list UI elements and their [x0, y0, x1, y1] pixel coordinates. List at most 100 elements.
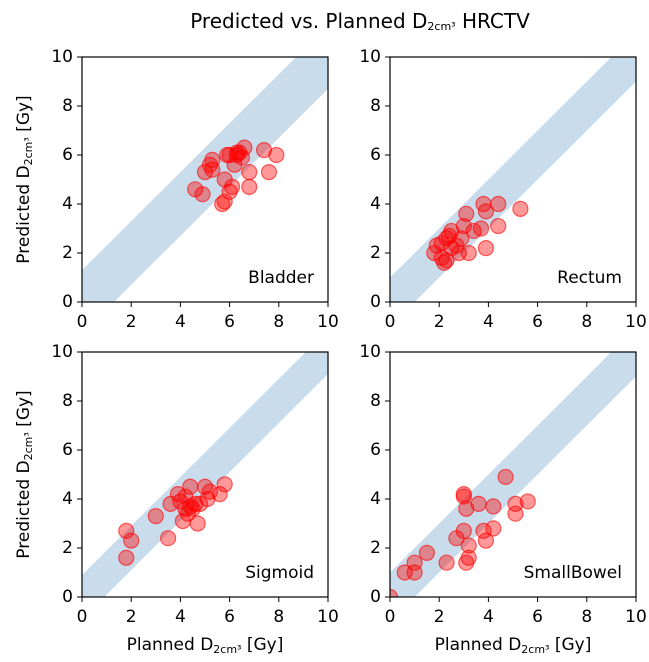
- x-tick-label: 2: [434, 607, 445, 627]
- point: [485, 520, 502, 537]
- x-tick-label: 4: [483, 312, 494, 332]
- point: [436, 254, 453, 271]
- point: [519, 493, 536, 510]
- y-tick-label: 0: [370, 292, 381, 312]
- y-tick-label: 0: [370, 587, 381, 607]
- y-tick-label: 6: [370, 440, 381, 460]
- y-tick-label: 8: [62, 391, 73, 411]
- y-tick-label: 10: [51, 47, 73, 67]
- point: [455, 522, 472, 539]
- y-tick-label: 10: [359, 47, 381, 67]
- y-axis-label-part: Predicted D: [14, 165, 34, 263]
- point: [118, 522, 135, 539]
- point: [490, 195, 507, 213]
- point: [160, 530, 177, 547]
- y-tick-label: 10: [51, 342, 73, 362]
- point: [233, 149, 250, 166]
- x-tick-label: 6: [532, 312, 543, 332]
- point: [260, 164, 278, 181]
- x-tick-label: 0: [385, 607, 396, 627]
- point: [477, 240, 495, 257]
- y-tick-label: 8: [370, 391, 381, 411]
- figure-title-part: 2cm³: [427, 20, 455, 33]
- point: [455, 488, 472, 505]
- x-tick-label: 0: [77, 607, 88, 627]
- point: [455, 217, 472, 235]
- x-axis-label-part: [Gy]: [241, 635, 283, 655]
- point: [390, 588, 399, 597]
- point: [182, 478, 199, 495]
- point: [214, 195, 231, 213]
- point: [118, 549, 135, 566]
- point: [204, 161, 221, 178]
- x-axis-label-part: Planned D: [435, 635, 522, 655]
- panel-label: Sigmoid: [245, 563, 314, 583]
- y-axis-label: Predicted D2cm³ [Gy]: [14, 390, 35, 558]
- point: [458, 500, 475, 517]
- panel-label: SmallBowel: [524, 563, 622, 583]
- point: [201, 483, 219, 500]
- x-tick-label: 4: [483, 607, 494, 627]
- point: [216, 193, 233, 210]
- x-tick-label: 8: [581, 607, 592, 627]
- point: [216, 476, 233, 493]
- point: [147, 508, 164, 525]
- axes-frame: [81, 56, 329, 303]
- point: [460, 549, 477, 566]
- y-tick-label: 2: [62, 538, 73, 558]
- y-axis-label-part: [Gy]: [14, 95, 34, 137]
- x-axis-label-part: Planned D: [127, 635, 214, 655]
- point: [490, 217, 507, 235]
- point: [406, 554, 423, 571]
- x-tick-label: 8: [273, 607, 284, 627]
- point: [268, 146, 285, 164]
- y-tick-label: 6: [370, 145, 381, 165]
- point: [477, 532, 495, 549]
- y-tick-label: 8: [370, 96, 381, 116]
- x-tick-label: 10: [625, 607, 647, 627]
- y-tick-label: 4: [62, 194, 73, 214]
- y-tick-label: 0: [62, 292, 73, 312]
- y-tick-label: 8: [62, 96, 73, 116]
- point: [485, 498, 502, 515]
- y-tick-label: 10: [359, 342, 381, 362]
- point: [211, 486, 228, 503]
- x-tick-label: 0: [385, 312, 396, 332]
- x-tick-label: 2: [434, 312, 445, 332]
- plot-area: [82, 57, 328, 302]
- tolerance-band: [82, 352, 328, 597]
- axes-frame: [81, 351, 329, 598]
- x-tick-label: 4: [175, 312, 186, 332]
- x-tick-label: 0: [77, 312, 88, 332]
- axes-frame: [389, 56, 637, 303]
- y-tick-label: 4: [370, 194, 381, 214]
- point: [187, 495, 204, 512]
- axes-frame: [389, 351, 637, 598]
- panel-label: Bladder: [248, 268, 314, 288]
- x-axis-label-part: [Gy]: [549, 635, 591, 655]
- x-tick-label: 2: [126, 312, 137, 332]
- figure-title: Predicted vs. Planned D2cm³ HRCTV: [190, 9, 530, 34]
- plot-area: [390, 352, 636, 597]
- y-tick-label: 2: [62, 243, 73, 263]
- x-tick-label: 8: [581, 312, 592, 332]
- point: [418, 544, 435, 562]
- point: [438, 554, 455, 571]
- point: [223, 178, 241, 195]
- point: [438, 252, 455, 269]
- point: [236, 139, 253, 156]
- point: [189, 515, 206, 532]
- y-axis-label: Predicted D2cm³ [Gy]: [14, 95, 35, 263]
- y-tick-label: 2: [370, 243, 381, 263]
- y-tick-label: 6: [62, 440, 73, 460]
- x-tick-label: 4: [175, 607, 186, 627]
- y-tick-label: 0: [62, 587, 73, 607]
- point: [475, 522, 492, 539]
- point: [460, 244, 477, 262]
- y-tick-label: 6: [62, 145, 73, 165]
- point: [472, 220, 490, 237]
- panel-label: Rectum: [557, 268, 622, 288]
- y-axis-label-part: 2cm³: [22, 137, 35, 165]
- x-tick-label: 8: [273, 312, 284, 332]
